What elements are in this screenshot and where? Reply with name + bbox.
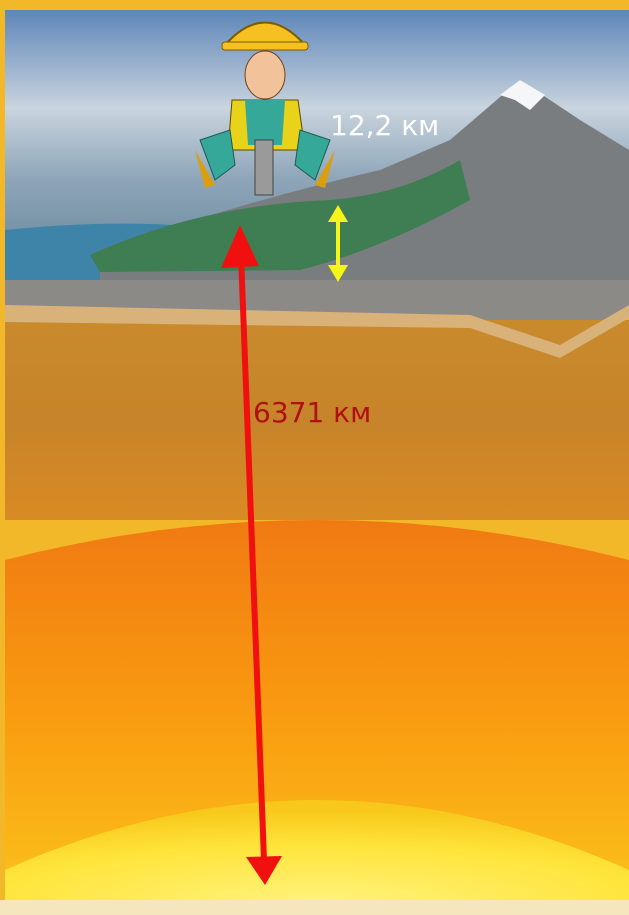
radius-label: 6371 км <box>253 396 371 429</box>
bottom-strip <box>0 900 629 915</box>
page: 12,2 км 6371 км (() => { const data = JS… <box>0 0 629 915</box>
depth-label: 12,2 км <box>330 109 439 142</box>
scene: 12,2 км 6371 км <box>0 0 629 915</box>
